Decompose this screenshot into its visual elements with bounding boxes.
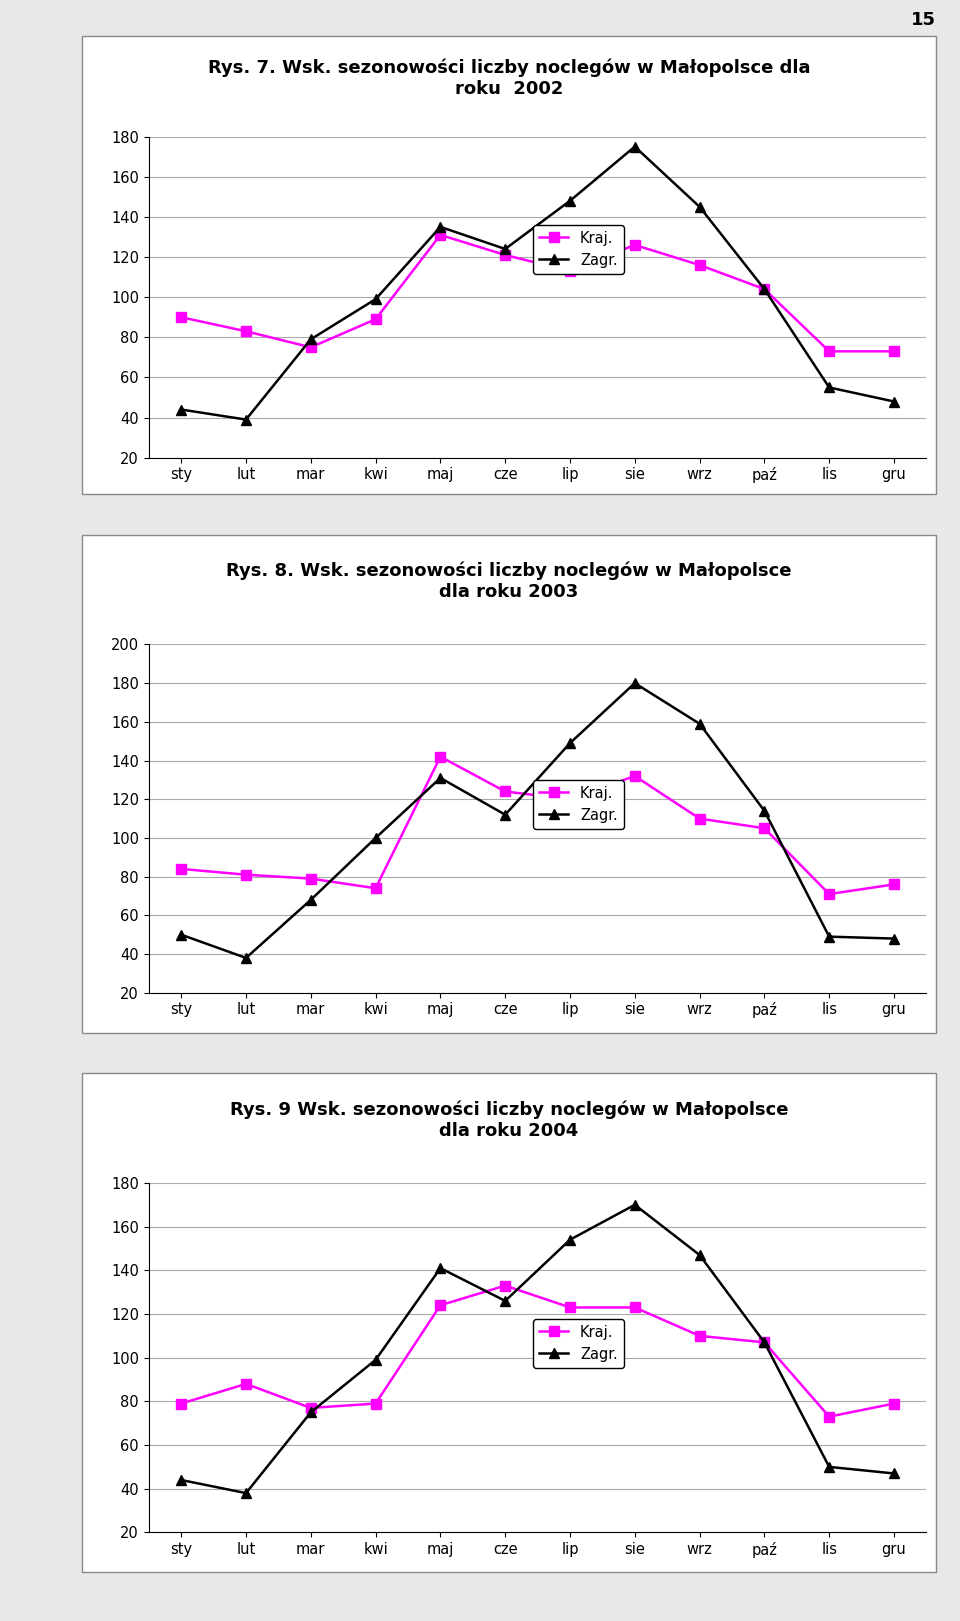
Text: 15: 15 <box>911 11 936 29</box>
Text: Rys. 8. Wsk. sezonowości liczby noclegów w Małopolsce
dla roku 2003: Rys. 8. Wsk. sezonowości liczby noclegów… <box>226 562 792 601</box>
Legend: Kraj., Zagr.: Kraj., Zagr. <box>534 225 624 274</box>
Legend: Kraj., Zagr.: Kraj., Zagr. <box>534 780 624 828</box>
Text: Rys. 7. Wsk. sezonowości liczby noclegów w Małopolsce dla
roku  2002: Rys. 7. Wsk. sezonowości liczby noclegów… <box>207 58 810 97</box>
Legend: Kraj., Zagr.: Kraj., Zagr. <box>534 1319 624 1368</box>
Text: Rys. 9 Wsk. sezonowości liczby noclegów w Małopolsce
dla roku 2004: Rys. 9 Wsk. sezonowości liczby noclegów … <box>229 1101 788 1140</box>
